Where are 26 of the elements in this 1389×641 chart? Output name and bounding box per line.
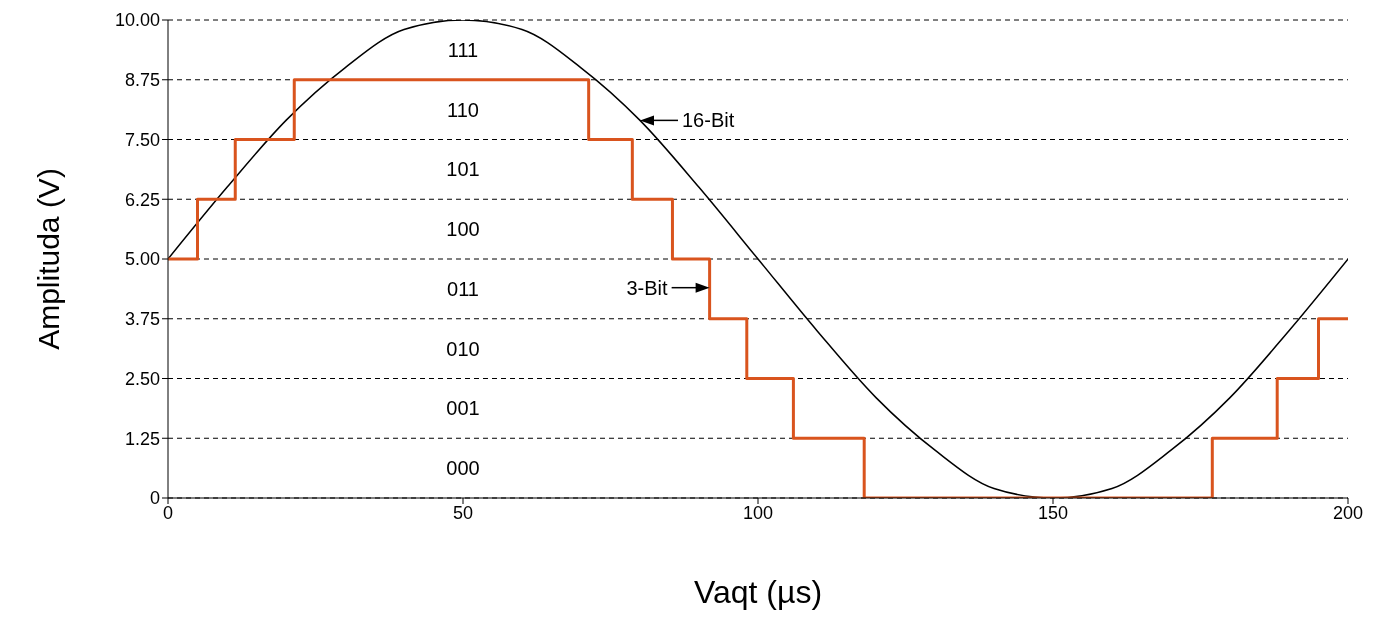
y-tick-label: 1.25 (124, 428, 160, 449)
annotation: 3-Bit (626, 276, 669, 299)
x-tick-label: 50 (452, 502, 474, 523)
y-axis-title: Amplituda (V) (31, 168, 65, 350)
annotation: 16-Bit (682, 109, 735, 132)
x-tick-label: 0 (162, 502, 174, 523)
y-tick-label: 10.00 (114, 10, 160, 31)
y-tick-label: 0 (149, 488, 160, 509)
annotation: 110 (447, 98, 479, 121)
x-axis-title: Vaqt (µs) (693, 574, 823, 610)
y-tick-label: 8.75 (124, 70, 160, 91)
x-tick-label: 200 (1332, 502, 1364, 523)
annotation: 111 (447, 38, 479, 61)
annotation: 011 (447, 277, 479, 300)
y-tick-label: 5.00 (124, 249, 160, 270)
y-tick-label: 6.25 (124, 189, 160, 210)
annotation: 010 (446, 337, 480, 360)
annotation: 101 (446, 158, 480, 181)
annotation: 001 (446, 397, 480, 420)
y-tick-label: 3.75 (124, 309, 160, 330)
annotation: 100 (446, 218, 480, 241)
y-tick-label: 2.50 (124, 368, 160, 389)
annotation: 000 (446, 457, 480, 480)
x-tick-label: 150 (1037, 502, 1069, 523)
y-tick-label: 7.50 (124, 129, 160, 150)
x-tick-label: 100 (742, 502, 774, 523)
